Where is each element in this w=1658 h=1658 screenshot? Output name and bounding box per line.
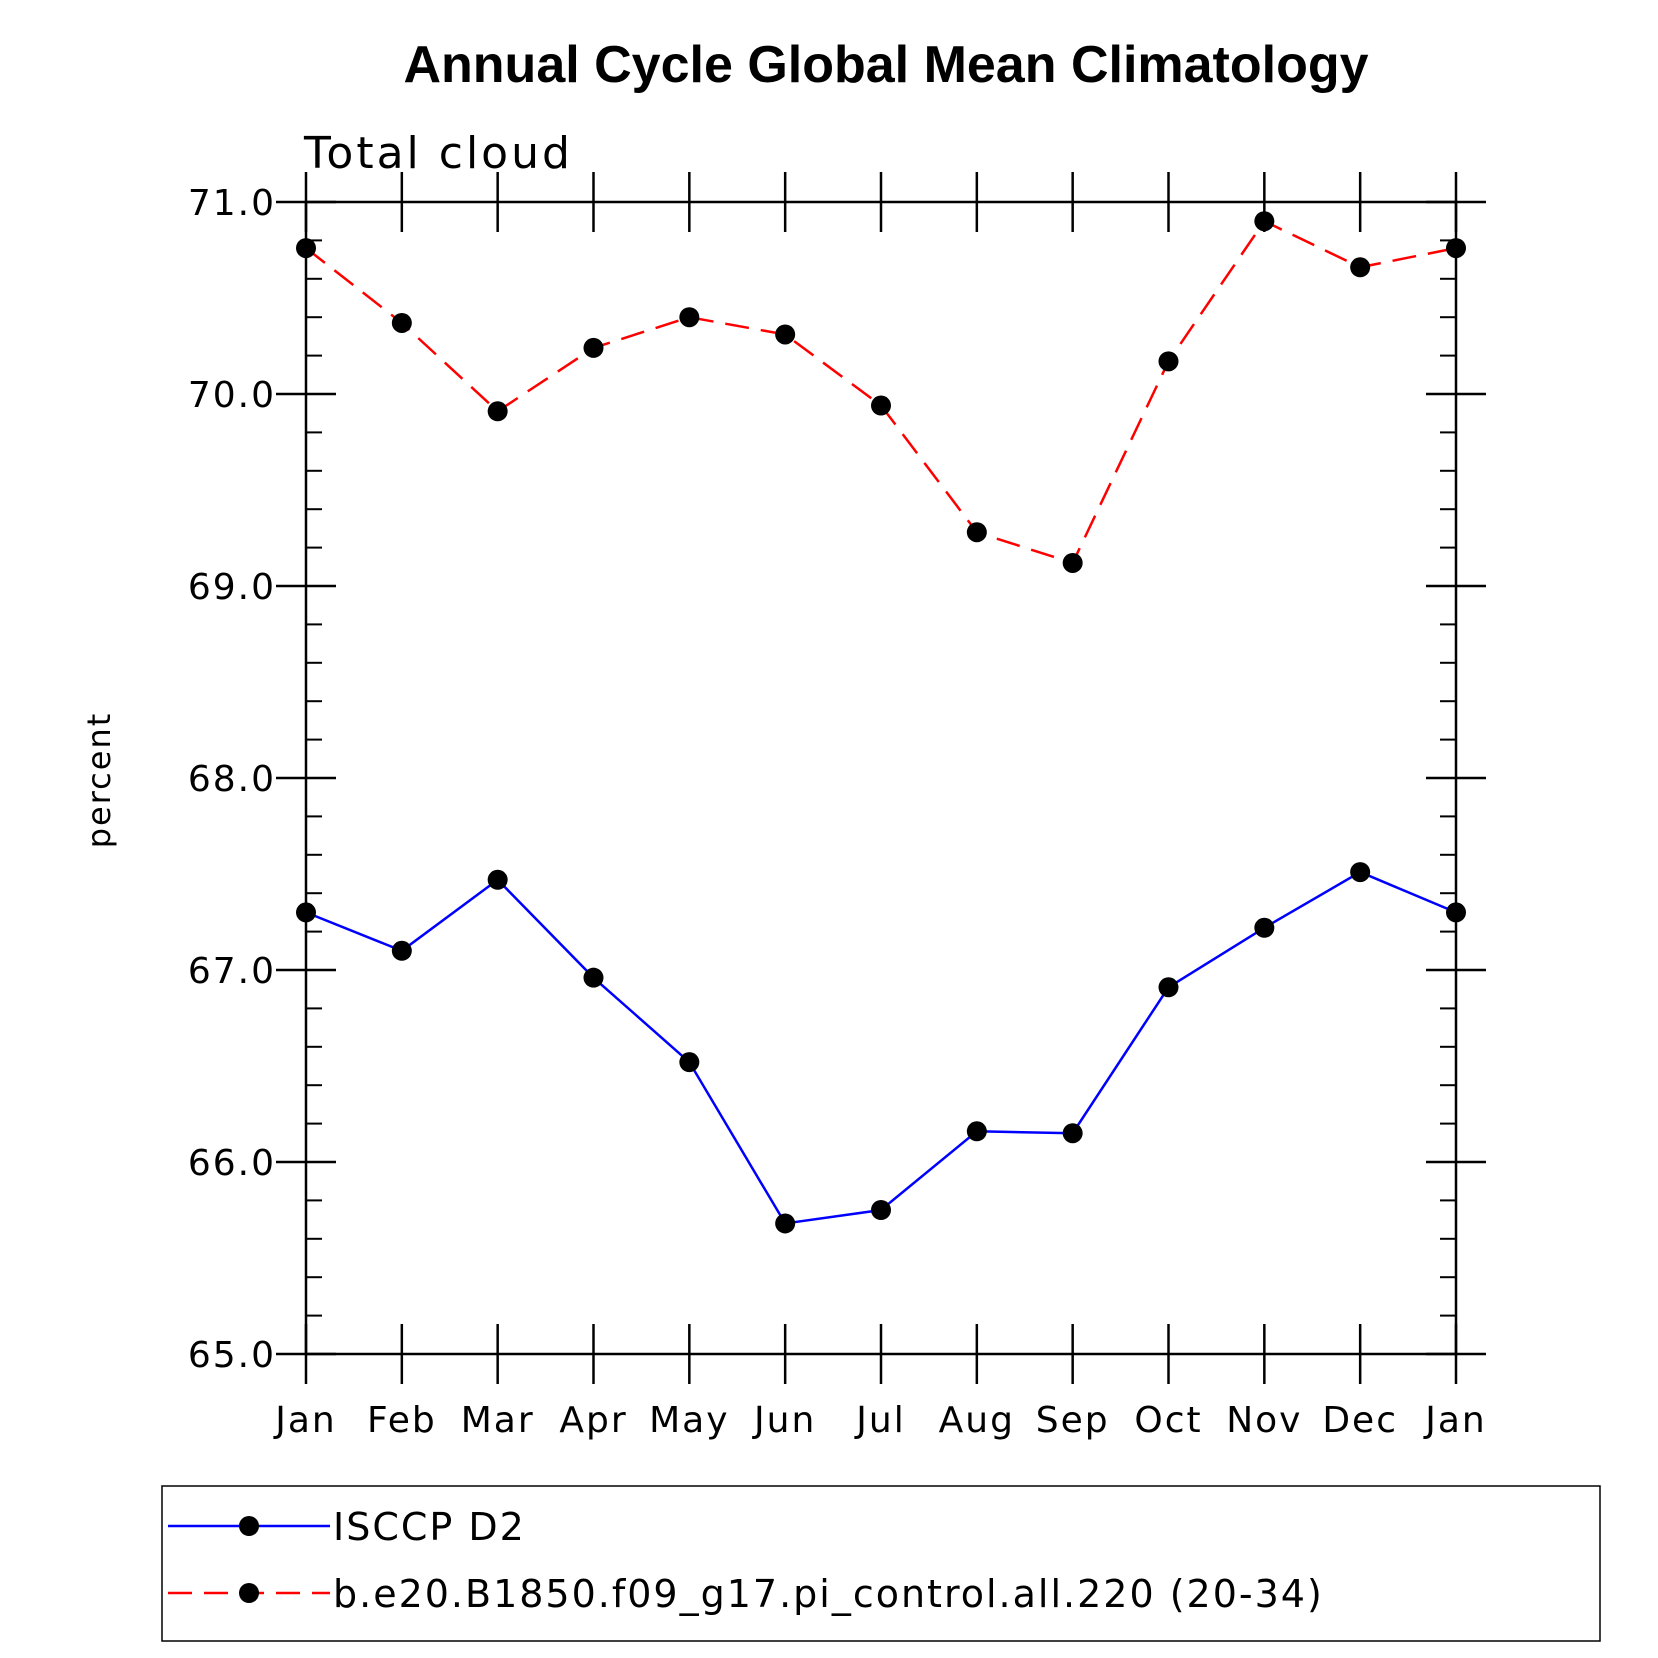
series-lines [305, 219, 1457, 1225]
series-2-point [1062, 552, 1083, 573]
x-tick-label: Aug [939, 1400, 1015, 1441]
series-1-point [1446, 902, 1466, 923]
plot-frame [304, 200, 1458, 1356]
legend-label-2: b.e20.B1850.f09_g17.pi_control.all.220 (… [333, 1572, 1324, 1616]
series-2-point [1446, 238, 1466, 259]
x-tick-label: Mar [461, 1400, 535, 1441]
series-line-2 [305, 219, 1457, 565]
x-tick-label: Oct [1134, 1400, 1202, 1441]
y-tick-label: 71.0 [188, 183, 276, 224]
series-2-point [1350, 257, 1371, 278]
series-2-point [296, 238, 316, 259]
x-axis-tick-labels: Jan Feb Mar Apr May Jun Jul Aug Sep Oct Nov Dec Jan [273, 1400, 1487, 1441]
series-1-point [1350, 862, 1371, 883]
x-tick-label: Jul [854, 1400, 905, 1441]
y-tick-label: 65.0 [188, 1335, 276, 1376]
series-1-point [487, 869, 508, 890]
series-1-point [775, 1213, 796, 1234]
legend-box [161, 1485, 1601, 1642]
series-1-point [1254, 917, 1275, 938]
y-tick-label: 69.0 [188, 567, 276, 608]
chart-subtitle: Total cloud [303, 128, 573, 179]
series-1-point [679, 1052, 700, 1073]
series-2-point [487, 401, 508, 422]
series-2-point [679, 307, 700, 328]
series-points [296, 211, 1466, 1234]
x-tick-label: Jun [752, 1400, 816, 1441]
series-1-point [1158, 977, 1179, 998]
x-tick-label: Feb [367, 1400, 437, 1441]
legend-marker-2 [239, 1583, 259, 1603]
series-2-point [391, 312, 412, 333]
series-2-point [966, 522, 987, 543]
series-2-point [775, 324, 796, 345]
series-2-point [1158, 351, 1179, 372]
y-tick-label: 68.0 [188, 759, 276, 800]
x-tick-label: Sep [1036, 1400, 1110, 1441]
series-2-point [871, 395, 891, 416]
series-1-point [391, 940, 412, 961]
y-tick-label: 70.0 [188, 375, 276, 416]
series-1-point [871, 1200, 891, 1220]
legend: ISCCP D2 b.e20.B1850.f09_g17.pi_control.a… [168, 1505, 1324, 1616]
series-2-point [1254, 211, 1275, 232]
series-1-point [1062, 1123, 1083, 1144]
x-tick-label: Apr [559, 1400, 627, 1441]
y-axis-tick-labels: 65.0 66.0 67.0 68.0 69.0 70.0 71.0 [188, 183, 276, 1376]
x-tick-label: Nov [1226, 1400, 1302, 1441]
series-1-point [583, 967, 604, 988]
series-2-point [583, 337, 604, 358]
legend-label-1: ISCCP D2 [333, 1505, 526, 1549]
x-tick-label: Jan [1423, 1400, 1487, 1441]
legend-marker-1 [239, 1516, 259, 1536]
chart-title: Annual Cycle Global Mean Climatology [403, 36, 1368, 94]
x-tick-label: Dec [1322, 1400, 1398, 1441]
x-tick-label: May [649, 1400, 729, 1441]
y-axis-label: percent [80, 712, 118, 849]
series-line-1 [305, 870, 1457, 1225]
y-tick-label: 67.0 [188, 951, 276, 992]
y-tick-label: 66.0 [188, 1143, 276, 1184]
series-1-point [966, 1121, 987, 1142]
axis-ticks [276, 172, 1486, 1384]
series-1-point [296, 902, 316, 923]
x-tick-label: Jan [273, 1400, 337, 1441]
